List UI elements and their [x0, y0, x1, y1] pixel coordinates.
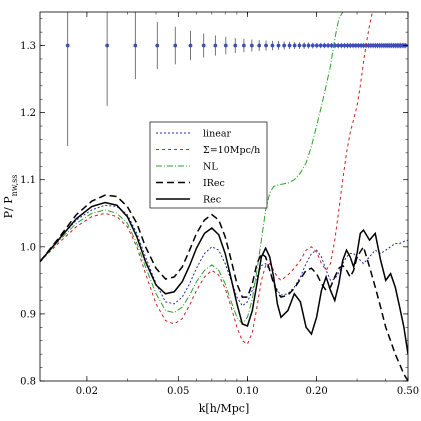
bin-point	[336, 43, 341, 48]
bin-point	[292, 43, 297, 48]
legend-label: IRec	[203, 178, 225, 189]
legend-label: Rec	[203, 195, 221, 206]
bin-point	[351, 43, 356, 48]
bin-point	[257, 43, 262, 48]
legend-label: NL	[203, 162, 218, 173]
y-tick-label: 1.0	[20, 242, 36, 253]
series-line-rec	[40, 201, 408, 355]
bin-point	[65, 43, 70, 48]
bin-point	[342, 43, 347, 48]
plot-area	[40, 12, 408, 381]
bin-point	[276, 43, 281, 48]
x-tick-label: 0.05	[167, 386, 189, 397]
axes: 0.8 0.9 1.0 1.1 1.2 1.3 0.02 0.05 0.10 0.20 0.50	[20, 11, 419, 397]
bin-point	[302, 43, 307, 48]
y-tick-label: 0.8	[20, 377, 36, 388]
y-axis-title: P/ Pnw,ss	[2, 175, 19, 219]
y-tick-label: 1.3	[20, 41, 36, 52]
x-tick-label: 0.20	[305, 386, 327, 397]
y-tick-label: 1.2	[20, 108, 36, 119]
bin-point	[310, 43, 315, 48]
series-line-10mpch	[40, 12, 373, 345]
bin-point	[213, 43, 218, 48]
bin-point	[329, 43, 334, 48]
bin-point	[287, 43, 292, 48]
bin-point	[201, 43, 206, 48]
bin-point	[105, 43, 110, 48]
bin-point	[297, 43, 302, 48]
bin-point	[339, 43, 344, 48]
legend-label: Σ=10Mpc/h	[203, 145, 260, 156]
bin-point	[270, 43, 275, 48]
bin-point	[348, 43, 353, 48]
bin-point	[223, 43, 228, 48]
bin-point	[188, 43, 193, 48]
legend-label: linear	[203, 129, 231, 140]
bin-point	[314, 43, 319, 48]
bin-point	[322, 43, 327, 48]
bin-point	[264, 43, 268, 48]
bin-point	[306, 43, 311, 48]
y-tick-label: 1.1	[20, 175, 36, 186]
bin-point	[249, 43, 254, 48]
bin-point	[353, 43, 358, 48]
series-line-irec	[40, 194, 408, 381]
legend-box	[149, 121, 268, 209]
legend: linear Σ=10Mpc/h NL IRec Rec	[149, 121, 268, 209]
bin-point	[282, 43, 287, 48]
bin-point	[233, 43, 238, 48]
x-tick-label: 0.02	[76, 386, 98, 397]
bin-point	[241, 43, 246, 48]
y-tick-label: 0.9	[20, 309, 36, 320]
bin-point	[133, 43, 138, 48]
bin-point	[173, 43, 178, 48]
x-tick-label: 0.50	[397, 386, 419, 397]
x-tick-label: 0.10	[236, 386, 258, 397]
bin-point	[345, 43, 350, 48]
bin-point	[318, 43, 323, 48]
series-line-linear	[40, 204, 408, 307]
bin-point	[326, 43, 331, 48]
x-axis-title: k[h/Mpc]	[199, 402, 250, 415]
plot-frame	[39, 11, 409, 382]
bin-point	[155, 43, 160, 48]
